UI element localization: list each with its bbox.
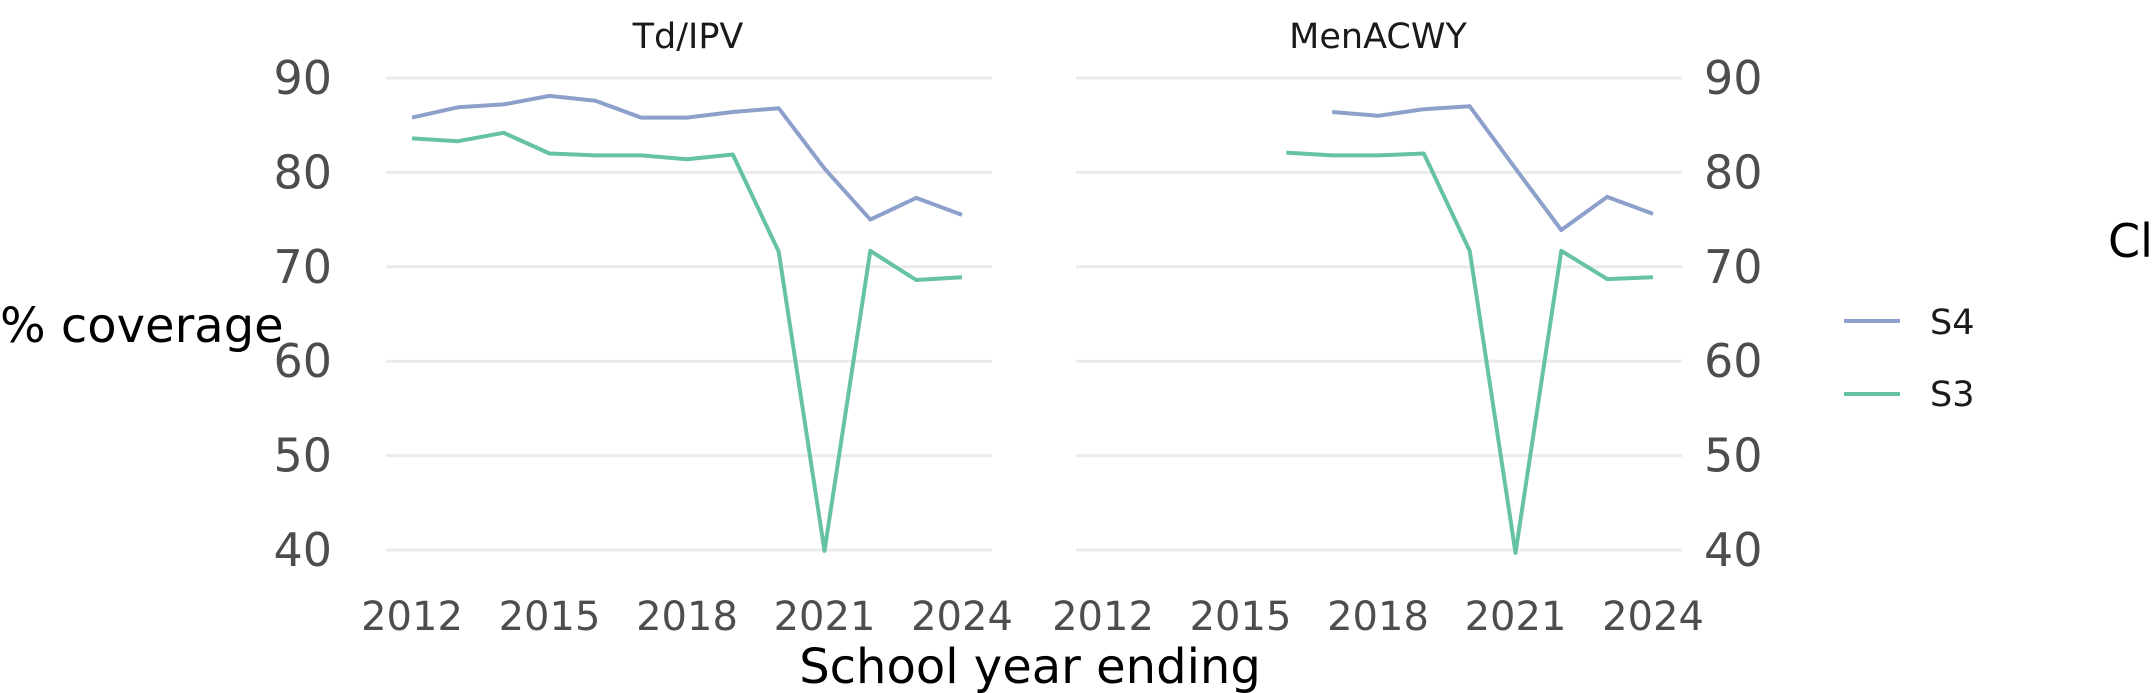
- x-tick-label-td-ipv-2015: 2015: [499, 594, 601, 640]
- panel-td-ipv: Td/IPV 40 50 60 70 80 90 2012 2015 2018 2021 2024: [273, 17, 1012, 640]
- x-axis-title: School year ending: [799, 639, 1261, 693]
- x-tick-label-menacwy-2018: 2018: [1327, 594, 1429, 640]
- y-tick-label-td-ipv-80: 80: [273, 145, 332, 199]
- x-tick-label-menacwy-2021: 2021: [1465, 594, 1567, 640]
- series-line-menacwy-s4: [1332, 104, 1654, 232]
- y-tick-label-menacwy-60: 60: [1704, 334, 1763, 388]
- legend-label-s4: S4: [1930, 303, 1975, 343]
- panel-td-ipv-x-tick-labels: 2012 2015 2018 2021 2024: [361, 594, 1013, 640]
- series-line-td-ipv-s3: [411, 130, 963, 553]
- panel-title-menacwy: MenACWY: [1289, 17, 1467, 57]
- legend: Class year S4 S3: [1844, 214, 2154, 415]
- panel-menacwy: MenACWY 40 50 60 70 80 90 2012 2015 2018 2021 202…: [1052, 17, 1762, 640]
- y-tick-label-menacwy-90: 90: [1704, 51, 1763, 105]
- y-axis-title: % coverage: [0, 298, 284, 354]
- y-tick-label-td-ipv-70: 70: [273, 240, 332, 294]
- legend-title: Class year: [2108, 214, 2154, 268]
- legend-label-s3: S3: [1930, 375, 1975, 415]
- panel-td-ipv-gridlines: [386, 76, 992, 552]
- x-tick-label-menacwy-2024: 2024: [1602, 594, 1704, 640]
- y-tick-label-td-ipv-90: 90: [273, 51, 332, 105]
- x-tick-label-td-ipv-2021: 2021: [774, 594, 876, 640]
- panel-menacwy-series: [1286, 104, 1654, 555]
- y-tick-label-td-ipv-60: 60: [273, 334, 332, 388]
- panel-menacwy-x-tick-labels: 2012 2015 2018 2021 2024: [1052, 594, 1704, 640]
- panel-td-ipv-series: [411, 93, 963, 553]
- panel-td-ipv-y-tick-labels: 40 50 60 70 80 90: [273, 51, 332, 577]
- x-tick-label-menacwy-2015: 2015: [1190, 594, 1292, 640]
- x-tick-label-td-ipv-2024: 2024: [911, 594, 1013, 640]
- x-tick-label-td-ipv-2012: 2012: [361, 594, 463, 640]
- x-tick-label-menacwy-2012: 2012: [1052, 594, 1154, 640]
- y-tick-label-menacwy-70: 70: [1704, 240, 1763, 294]
- panel-menacwy-gridlines: [1076, 76, 1682, 552]
- x-tick-label-td-ipv-2018: 2018: [636, 594, 738, 640]
- panel-title-td-ipv: Td/IPV: [632, 17, 744, 57]
- series-line-td-ipv-s4: [411, 93, 963, 222]
- y-tick-label-td-ipv-40: 40: [273, 523, 332, 577]
- y-tick-label-menacwy-80: 80: [1704, 145, 1763, 199]
- y-tick-label-menacwy-40: 40: [1704, 523, 1763, 577]
- panel-menacwy-y-tick-labels: 40 50 60 70 80 90: [1704, 51, 1763, 577]
- y-tick-label-td-ipv-50: 50: [273, 429, 332, 483]
- y-tick-label-menacwy-50: 50: [1704, 429, 1763, 483]
- series-line-menacwy-s3: [1286, 150, 1654, 555]
